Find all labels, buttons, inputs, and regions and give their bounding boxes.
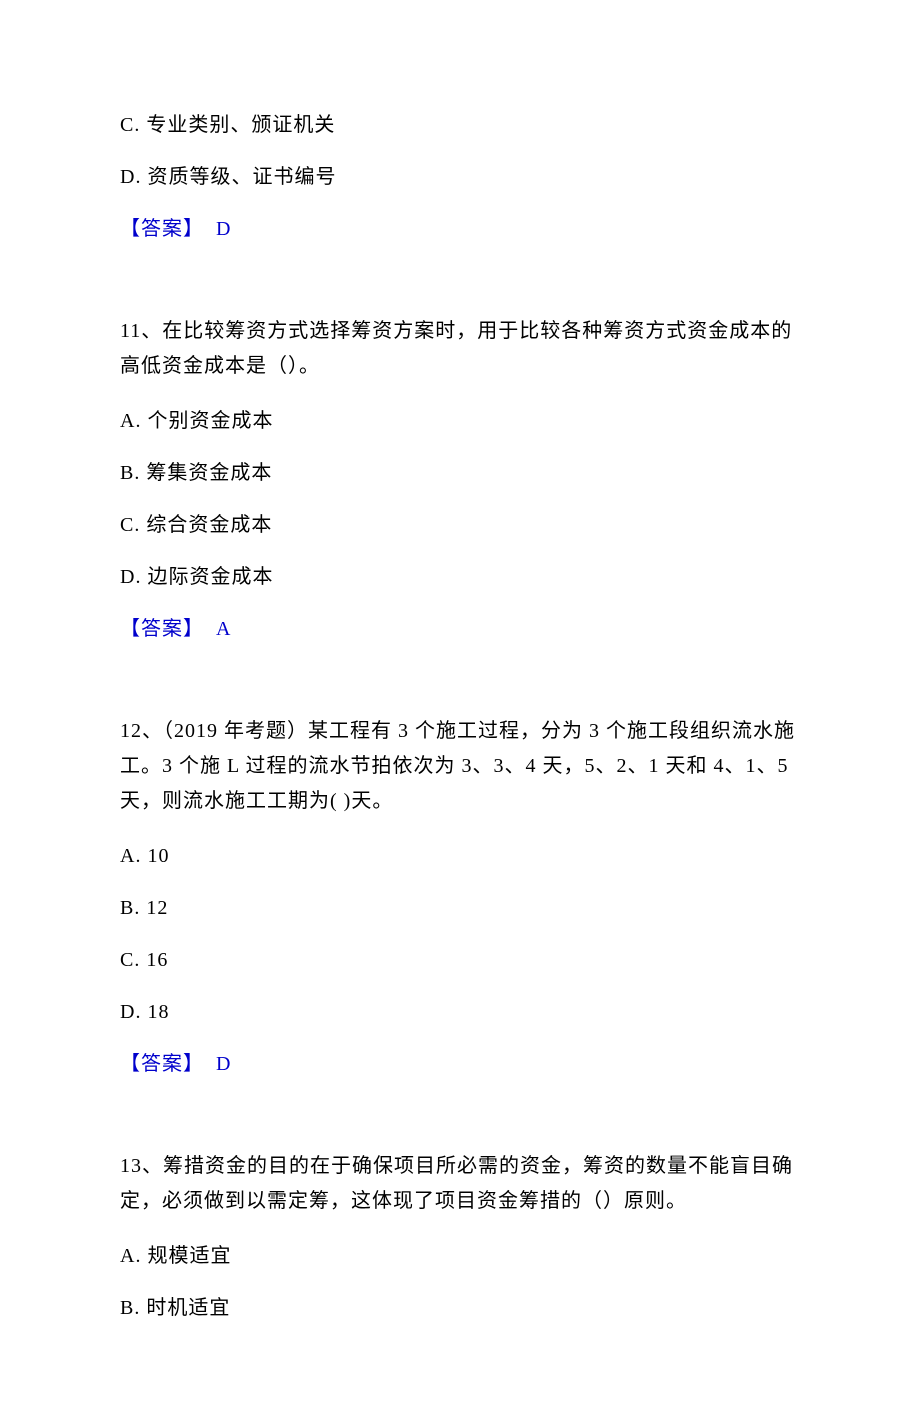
q11-option-b: B. 筹集资金成本 (120, 458, 800, 488)
q10-option-c: C. 专业类别、颁证机关 (120, 110, 800, 140)
q11-option-d: D. 边际资金成本 (120, 562, 800, 592)
answer-label: 【答案】 (120, 1053, 204, 1075)
q12-option-c: C. 16 (120, 945, 800, 975)
q10-option-d: D. 资质等级、证书编号 (120, 162, 800, 192)
answer-label: 【答案】 (120, 218, 204, 240)
q11-option-a: A. 个别资金成本 (120, 406, 800, 436)
q13-option-a: A. 规模适宜 (120, 1241, 800, 1271)
q13-stem: 13、筹措资金的目的在于确保项目所必需的资金，筹资的数量不能盲目确定，必须做到以… (120, 1149, 800, 1219)
answer-letter: D (216, 218, 231, 240)
q11-answer: 【答案】 A (120, 614, 800, 644)
q13-option-b: B. 时机适宜 (120, 1293, 800, 1323)
q12-stem: 12、（2019 年考题）某工程有 3 个施工过程，分为 3 个施工段组织流水施… (120, 714, 800, 819)
q11-stem: 11、在比较筹资方式选择筹资方案时，用于比较各种筹资方式资金成本的高低资金成本是… (120, 314, 800, 384)
answer-letter: A (216, 618, 231, 640)
q12-option-d: D. 18 (120, 997, 800, 1027)
answer-label: 【答案】 (120, 618, 204, 640)
q12-option-b: B. 12 (120, 893, 800, 923)
q10-answer: 【答案】 D (120, 214, 800, 244)
q11-option-c: C. 综合资金成本 (120, 510, 800, 540)
q12-answer: 【答案】 D (120, 1049, 800, 1079)
answer-letter: D (216, 1053, 231, 1075)
document-page: C. 专业类别、颁证机关 D. 资质等级、证书编号 【答案】 D 11、在比较筹… (0, 0, 920, 1405)
q12-option-a: A. 10 (120, 841, 800, 871)
